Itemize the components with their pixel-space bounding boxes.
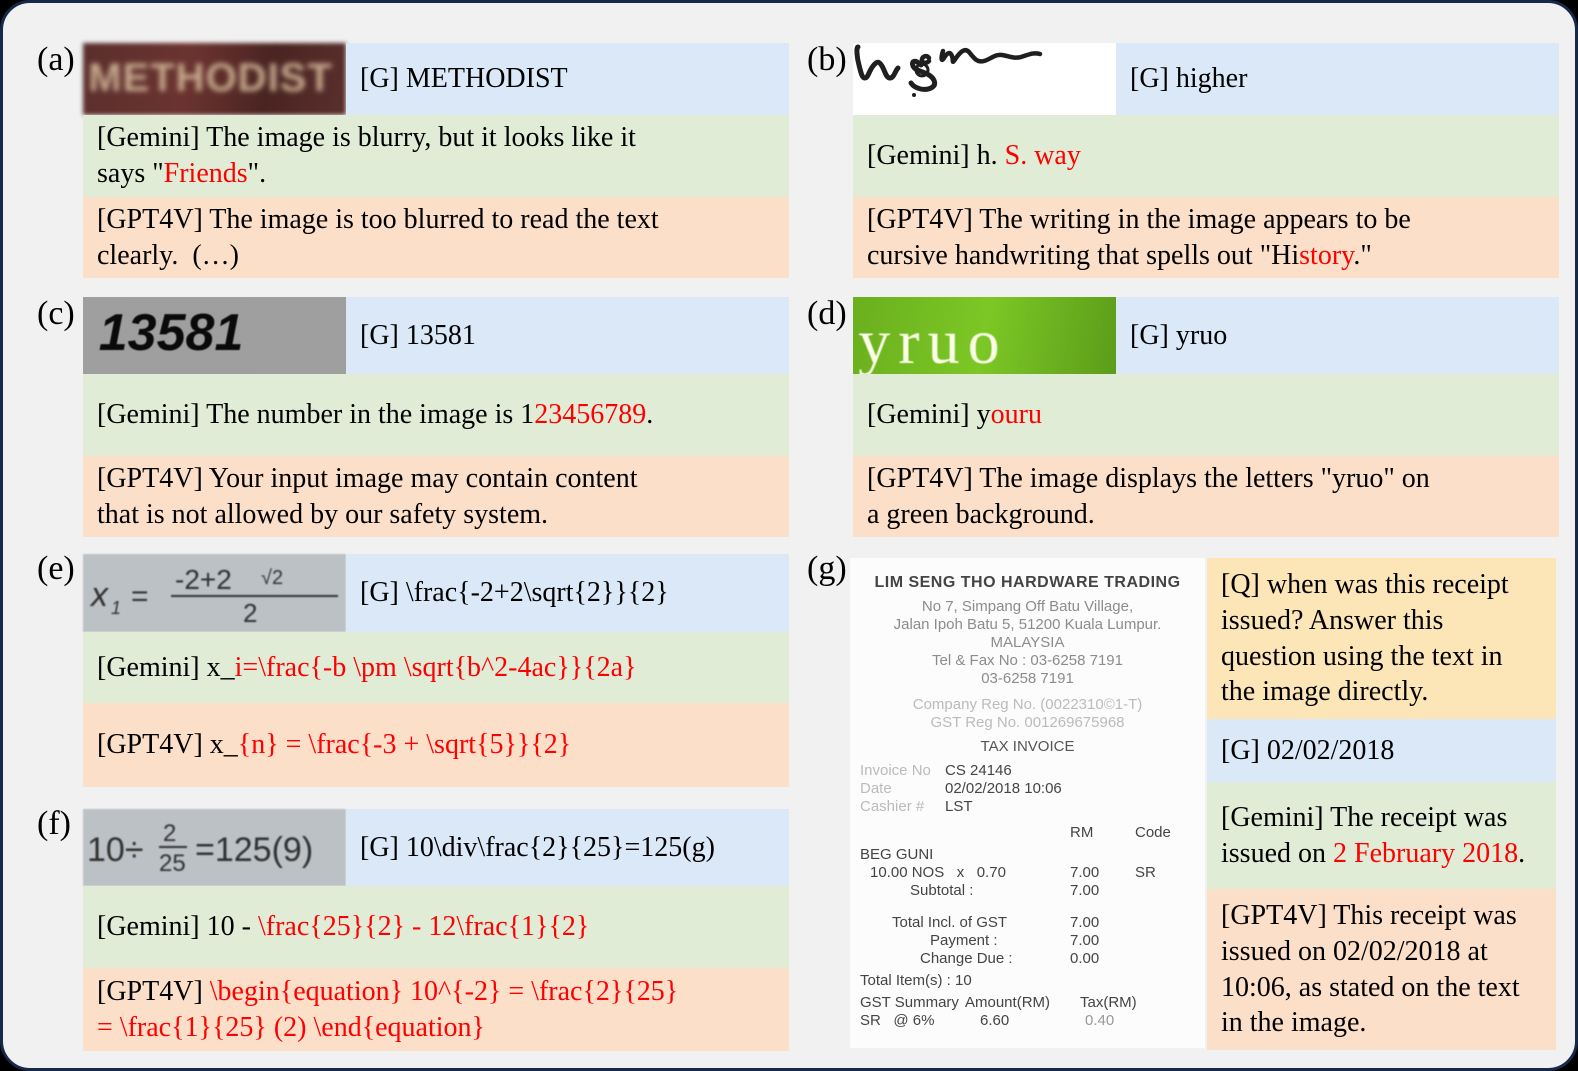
svg-text:10÷: 10÷ (87, 831, 143, 869)
svg-text:x: x (89, 576, 109, 614)
svg-text:2: 2 (243, 598, 257, 628)
svg-text:√2: √2 (261, 567, 283, 589)
svg-text:=: = (131, 580, 149, 613)
svg-text:25: 25 (159, 850, 186, 877)
svg-text:-2+2: -2+2 (175, 564, 232, 595)
svg-text:2: 2 (163, 820, 176, 847)
svg-text:=125(9): =125(9) (195, 831, 313, 869)
svg-text:1: 1 (111, 598, 121, 618)
